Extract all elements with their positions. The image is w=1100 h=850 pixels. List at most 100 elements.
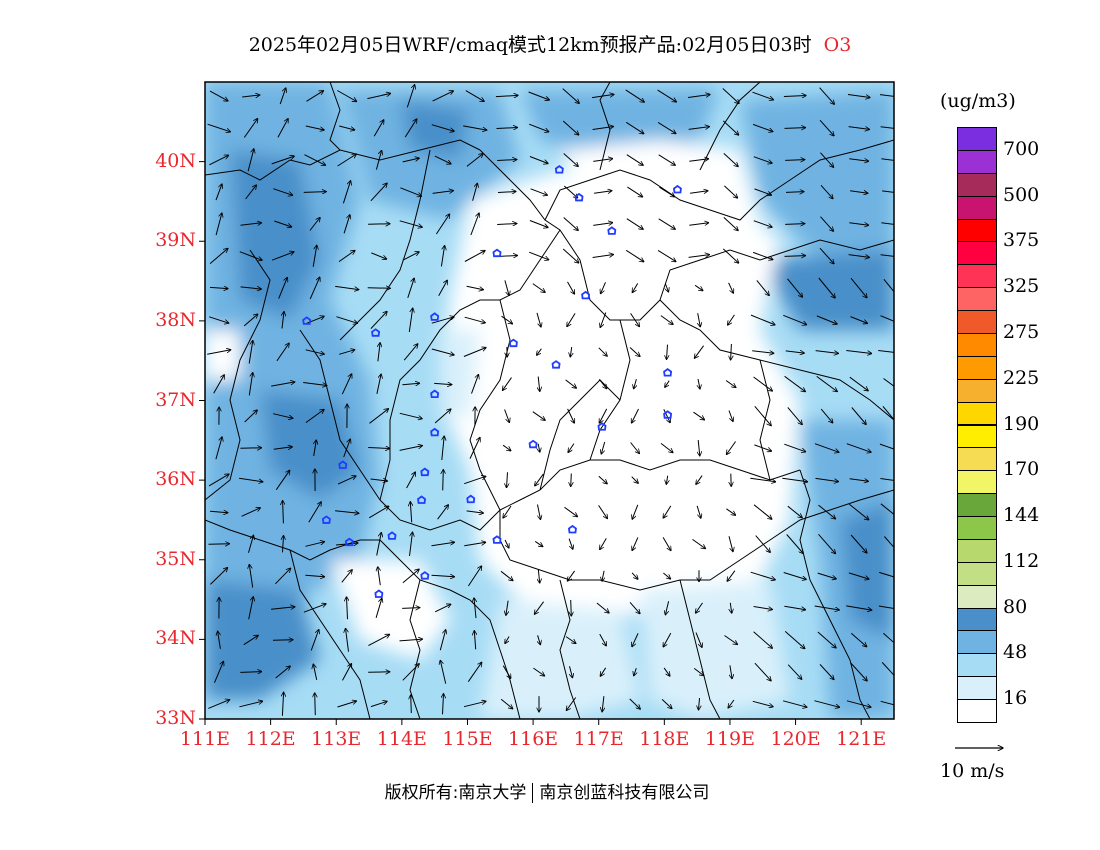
wind-arrow	[373, 120, 384, 137]
wind-arrow	[846, 700, 871, 707]
wind-arrow	[724, 185, 737, 198]
wind-arrow	[626, 154, 643, 166]
wind-arrow	[309, 277, 320, 300]
wind-arrow	[851, 407, 866, 425]
lat-label: 33N	[155, 707, 196, 729]
wind-arrow	[470, 213, 479, 236]
wind-arrow	[240, 287, 262, 289]
wind-arrow	[404, 119, 417, 138]
wind-arrow	[696, 602, 703, 613]
wind-arrow	[370, 311, 387, 329]
colorbar-label: 112	[1003, 549, 1040, 572]
wind-arrow	[347, 597, 348, 620]
wind-arrow	[726, 441, 737, 455]
wind-arrow	[662, 537, 671, 550]
wind-arrow	[407, 278, 414, 298]
station-marker	[420, 467, 430, 477]
colorbar-swatch	[957, 287, 997, 312]
wind-arrow	[208, 700, 229, 709]
wind-key-label: 10 m/s	[940, 760, 1005, 782]
wind-arrow	[275, 568, 290, 585]
wind-arrow	[303, 192, 327, 193]
wind-arrow	[529, 156, 548, 164]
wind-arrow	[303, 604, 326, 613]
wind-arrow	[724, 635, 738, 645]
wind-arrow	[817, 572, 837, 579]
wind-arrow	[443, 694, 444, 715]
wind-arrow	[239, 701, 262, 708]
wind-arrow	[814, 443, 839, 453]
wind-arrow	[881, 222, 894, 225]
lon-label: 117E	[573, 728, 624, 750]
wind-arrow	[337, 476, 356, 485]
wind-arrow	[753, 504, 772, 519]
wind-arrow	[538, 635, 541, 644]
wind-arrow	[666, 283, 669, 292]
station-marker	[492, 535, 502, 544]
wind-arrow	[570, 666, 573, 678]
wind-arrow	[625, 121, 644, 133]
wind-arrow	[532, 411, 545, 421]
station-marker	[551, 360, 561, 369]
wind-arrow	[536, 312, 541, 327]
wind-arrow	[600, 538, 607, 549]
wind-arrow	[440, 660, 447, 684]
wind-arrow	[663, 409, 670, 422]
wind-arrow	[305, 125, 324, 130]
wind-arrow	[592, 255, 614, 258]
wind-arrow	[532, 283, 545, 293]
wind-arrow	[335, 510, 359, 514]
wind-arrow	[752, 91, 774, 100]
station-marker	[672, 184, 682, 194]
wind-arrow	[466, 285, 484, 289]
wind-arrow	[787, 664, 802, 680]
wind-arrow	[752, 251, 773, 259]
wind-arrow	[663, 667, 670, 676]
wind-arrow	[399, 446, 423, 451]
station-marker	[374, 589, 384, 598]
colorbar-label: 225	[1003, 366, 1040, 389]
wind-arrow	[370, 479, 388, 481]
wind-arrow	[687, 95, 710, 98]
colorbar-swatch	[957, 127, 997, 151]
colorbar-label: 190	[1003, 412, 1040, 435]
species-label: O3	[823, 34, 852, 56]
wind-arrow	[375, 598, 382, 618]
wind-arrow	[598, 347, 607, 356]
wind-arrow	[657, 249, 676, 261]
wind-arrow	[378, 343, 380, 362]
wind-arrow	[728, 314, 735, 325]
wind-arrow	[754, 444, 771, 451]
wind-arrow	[568, 538, 573, 550]
colorbar-swatch	[957, 172, 997, 197]
wind-arrow	[315, 693, 316, 716]
wind-arrow	[209, 90, 228, 101]
wind-arrow	[410, 502, 411, 523]
wind-arrow	[696, 505, 701, 518]
wind-arrow	[464, 251, 485, 262]
wind-arrow	[817, 631, 836, 648]
wind-arrow	[209, 287, 228, 288]
wind-arrow	[471, 374, 479, 394]
station-marker	[597, 422, 607, 431]
wind-arrow	[694, 284, 703, 290]
wind-arrow	[466, 511, 484, 513]
wind-arrow	[534, 540, 543, 546]
wind-arrow	[592, 127, 614, 130]
wind-arrow	[439, 630, 445, 651]
wind-arrow	[530, 188, 548, 195]
wind-arrow	[403, 344, 418, 361]
wind-arrow	[725, 380, 736, 388]
wind-arrow	[879, 94, 894, 97]
wind-arrow	[565, 379, 577, 388]
wind-arrow	[563, 153, 579, 167]
colorbar-swatch	[957, 401, 997, 426]
wind-arrow	[400, 187, 421, 196]
lon-label: 118E	[639, 728, 690, 750]
wind-arrow	[816, 375, 838, 391]
wind-arrow	[756, 280, 769, 295]
wind-arrow	[341, 570, 352, 583]
station-marker	[371, 328, 381, 337]
wind-arrow	[727, 570, 736, 582]
